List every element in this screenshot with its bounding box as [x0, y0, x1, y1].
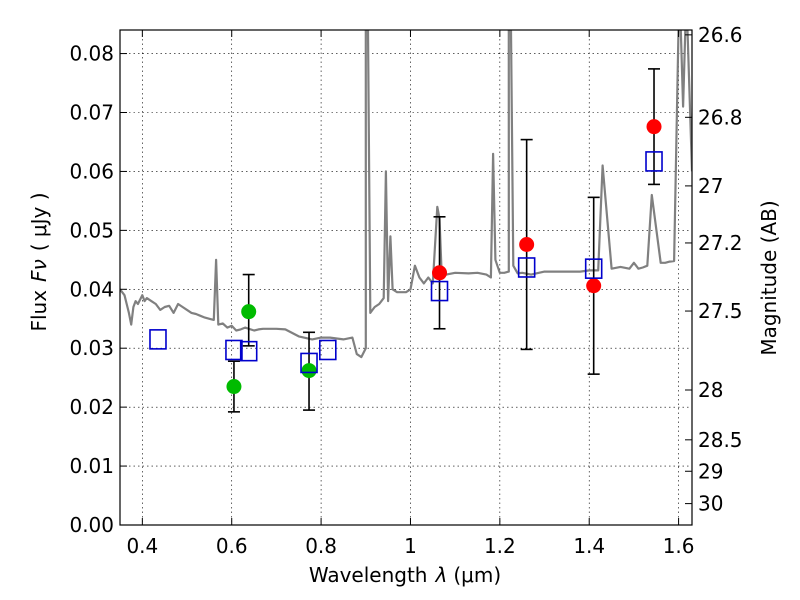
- mag-tick-label: 27.5: [698, 299, 743, 323]
- model-point: [225, 339, 243, 361]
- mag-tick-label: 26.8: [698, 105, 743, 129]
- data-point: [226, 379, 242, 395]
- plot-frame: [119, 29, 693, 526]
- x-tick-label: 1.4: [573, 534, 605, 558]
- model-point: [239, 340, 258, 362]
- model-point: [584, 258, 603, 279]
- x-axis-title: Wavelength λ (μm): [309, 563, 501, 587]
- y-tick-label: 0.02: [69, 395, 114, 419]
- model-point: [149, 329, 167, 350]
- mag-tick-label: 30: [698, 492, 723, 516]
- x-tick-label: 1: [404, 534, 417, 558]
- y2-axis-title: Magnitude (AB): [757, 200, 781, 355]
- y-tick-label: 0.07: [69, 101, 114, 125]
- model-point: [645, 151, 663, 172]
- mag-tick-label: 28: [698, 378, 723, 402]
- x-tick-label: 1.2: [484, 534, 516, 558]
- model-point: [300, 352, 318, 374]
- model-point: [430, 280, 449, 302]
- plot-area: [120, 30, 692, 413]
- plot-layer: [120, 30, 692, 359]
- model-point: [318, 339, 337, 361]
- model-point: [517, 257, 536, 278]
- data-point: [241, 304, 257, 320]
- data-point: [301, 363, 317, 379]
- y-axis-title: FluxFν( μJy ): [27, 192, 51, 331]
- axes: 0.4 0.6 0.8 1 1.2 1.4 1.6 0.00 0.01 0.02 0.03 0.04 0…: [69, 23, 742, 558]
- data-point: [519, 237, 535, 252]
- data-point: [646, 119, 662, 135]
- data-point: [432, 265, 448, 281]
- mag-tick-label: 27.2: [698, 231, 743, 255]
- x-tick-label: 0.6: [216, 534, 248, 558]
- mag-tick-label: 27: [698, 174, 723, 198]
- mag-tick-label: 28.5: [698, 428, 743, 452]
- mag-tick-label: 26.6: [698, 23, 743, 47]
- x-tick-label: 0.8: [305, 534, 337, 558]
- y-tick-label: 0.00: [69, 513, 114, 537]
- spectrum-line: [120, 30, 692, 359]
- x-tick-label: 0.4: [126, 534, 158, 558]
- mag-tick-label: 29: [698, 459, 723, 483]
- y-tick-label: 0.03: [69, 336, 114, 360]
- x-tick-label: 1.6: [663, 534, 695, 558]
- y-tick-label: 0.01: [69, 454, 114, 478]
- y-tick-label: 0.08: [69, 42, 114, 66]
- data-point: [586, 278, 602, 294]
- y-tick-label: 0.04: [69, 277, 114, 301]
- y-tick-label: 0.05: [69, 218, 114, 242]
- y-tick-label: 0.06: [69, 159, 114, 183]
